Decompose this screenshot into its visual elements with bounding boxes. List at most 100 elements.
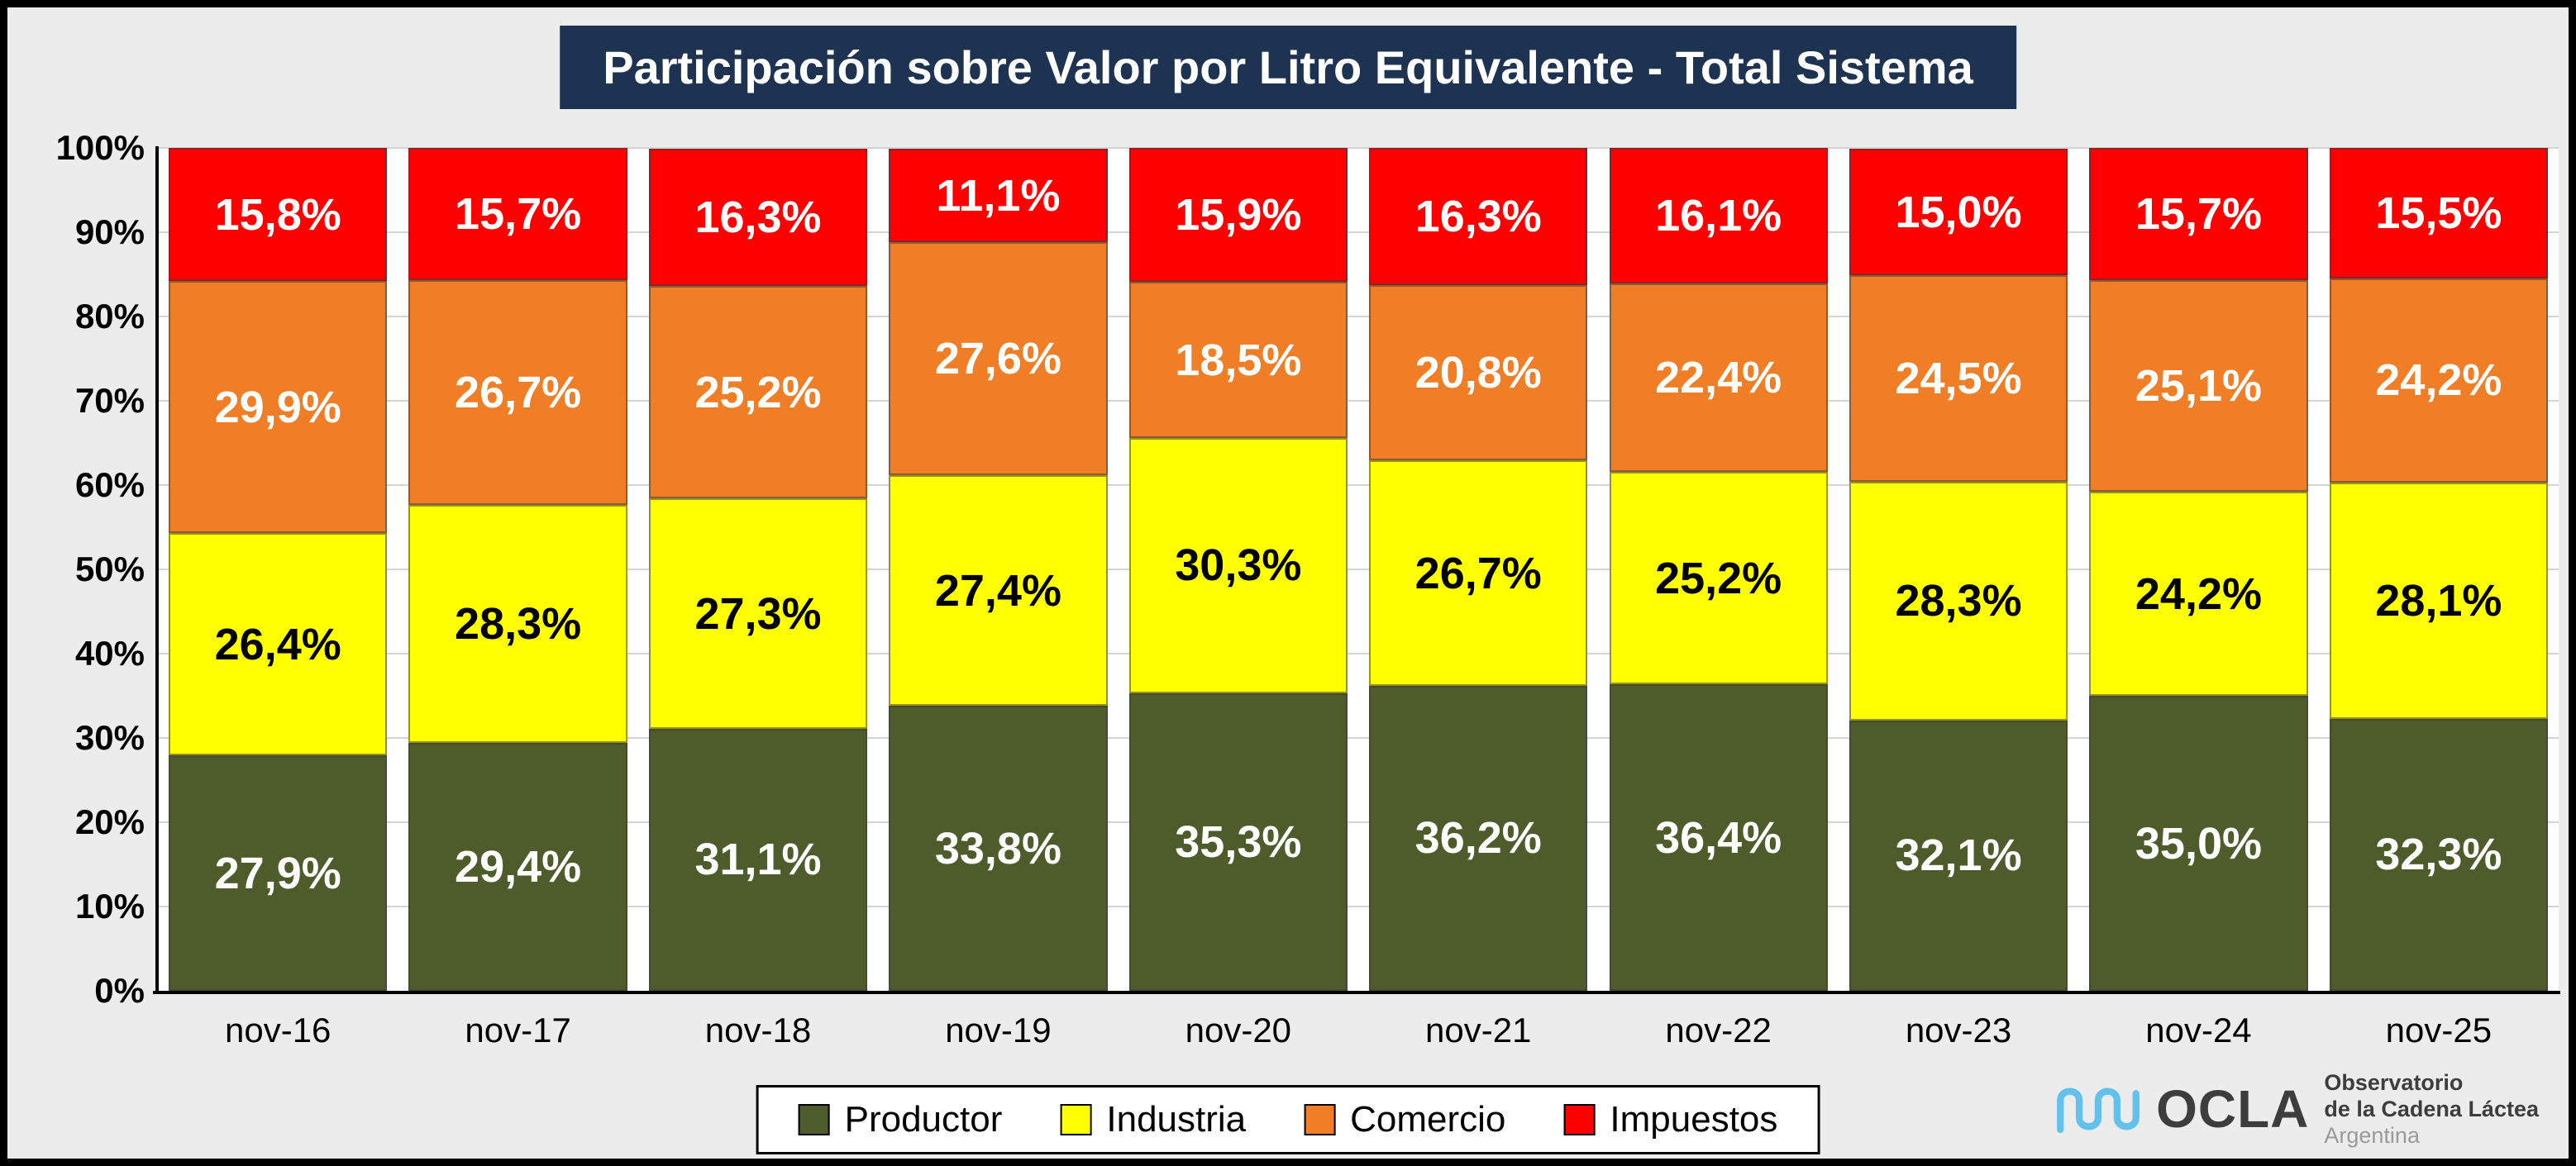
segment-productor-nov-20: 35,3%: [1128, 692, 1348, 991]
value-label: 26,7%: [1414, 548, 1542, 598]
value-label: 15,0%: [1895, 187, 2022, 237]
segment-industria-nov-16: 26,4%: [169, 533, 388, 756]
value-label: 15,7%: [2135, 189, 2262, 240]
bar-slot: 15,9% 18,5% 30,3% 35,3%: [1119, 148, 1358, 991]
value-label: 31,1%: [694, 835, 822, 885]
x-tick-label: nov-21: [1425, 1011, 1532, 1049]
segment-productor-nov-22: 36,4%: [1609, 684, 1828, 991]
segment-industria-nov-21: 26,7%: [1369, 460, 1588, 686]
stacked-bar-nov-17: 15,7% 26,7% 28,3% 29,4%: [408, 148, 627, 991]
stacked-bar-nov-18: 16,3% 25,2% 27,3% 31,1%: [648, 148, 868, 991]
stacked-bar-nov-25: 15,5% 24,2% 28,1% 32,3%: [2329, 148, 2548, 991]
segment-comercio-nov-17: 26,7%: [408, 279, 627, 506]
gridlines: [158, 147, 2559, 991]
value-label: 15,8%: [214, 189, 341, 240]
bar-slot: 16,3% 25,2% 27,3% 31,1%: [638, 148, 878, 991]
bar-slot: 16,1% 22,4% 25,2% 36,4%: [1598, 148, 1838, 991]
x-tick-label: nov-24: [2145, 1011, 2252, 1049]
gridline: [158, 231, 2559, 233]
gridline: [158, 400, 2559, 402]
segment-industria-nov-19: 27,4%: [889, 474, 1108, 707]
logo-description: Observatorio de la Cadena Láctea Argenti…: [2324, 1069, 2539, 1149]
segment-productor-nov-16: 27,9%: [169, 755, 388, 991]
legend-label: Comercio: [1350, 1099, 1506, 1140]
value-label: 26,4%: [214, 619, 341, 669]
segment-industria-nov-24: 24,2%: [2089, 492, 2308, 696]
segment-productor-nov-21: 36,2%: [1369, 685, 1588, 991]
segment-industria-nov-17: 28,3%: [408, 505, 627, 744]
y-tick-label: 40%: [74, 634, 145, 673]
logo-line1: Observatorio: [2324, 1070, 2464, 1095]
segment-impuestos-nov-24: 15,7%: [2089, 148, 2308, 281]
stacked-bar-nov-23: 15,0% 24,5% 28,3% 32,1%: [1849, 148, 2068, 991]
segment-impuestos-nov-19: 11,1%: [889, 149, 1108, 243]
bar-slot: 15,8% 29,9% 26,4% 27,9%: [158, 148, 398, 991]
value-label: 18,5%: [1175, 335, 1302, 385]
bar-slot: 11,1% 27,6% 27,4% 33,8%: [878, 148, 1118, 991]
x-tick-label: nov-22: [1665, 1011, 1772, 1049]
value-label: 25,2%: [694, 367, 822, 417]
value-label: 29,9%: [214, 382, 341, 432]
segment-impuestos-nov-25: 15,5%: [2329, 148, 2548, 278]
value-label: 24,5%: [1895, 353, 2022, 403]
value-label: 28,3%: [455, 599, 582, 650]
segment-impuestos-nov-21: 16,3%: [1369, 148, 1588, 286]
y-tick-label: 50%: [74, 550, 145, 588]
bar-slot: 15,5% 24,2% 28,1% 32,3%: [2319, 148, 2559, 991]
x-tick-label: nov-18: [704, 1011, 812, 1049]
legend-swatch: [1060, 1104, 1092, 1135]
segment-comercio-nov-16: 29,9%: [169, 281, 388, 534]
segment-comercio-nov-23: 24,5%: [1849, 275, 2068, 482]
value-label: 30,3%: [1175, 540, 1302, 591]
x-tick-label: nov-25: [2385, 1011, 2493, 1049]
x-tick-label: nov-19: [945, 1011, 1052, 1049]
logo-line2: de la Cadena Láctea: [2324, 1097, 2539, 1121]
value-label: 27,9%: [214, 848, 341, 898]
stacked-bar-nov-16: 15,8% 29,9% 26,4% 27,9%: [169, 148, 388, 991]
value-label: 32,1%: [1895, 830, 2022, 881]
legend-label: Industria: [1106, 1099, 1247, 1140]
segment-comercio-nov-20: 18,5%: [1128, 282, 1348, 438]
segment-impuestos-nov-17: 15,7%: [408, 148, 627, 280]
y-tick-label: 80%: [74, 297, 145, 336]
value-label: 16,3%: [1414, 192, 1542, 242]
y-tick-label: 70%: [74, 381, 145, 420]
segment-impuestos-nov-18: 16,3%: [648, 149, 868, 287]
segment-impuestos-nov-23: 15,0%: [1849, 149, 2068, 276]
y-tick-label: 60%: [74, 465, 145, 504]
x-tick-label: nov-17: [465, 1011, 571, 1049]
segment-industria-nov-22: 25,2%: [1609, 472, 1828, 685]
segment-impuestos-nov-22: 16,1%: [1609, 148, 1828, 284]
segment-industria-nov-18: 27,3%: [648, 498, 868, 729]
value-label: 25,2%: [1655, 553, 1782, 603]
legend: Productor Industria Comercio Impuestos: [756, 1085, 1820, 1154]
segment-productor-nov-24: 35,0%: [2089, 696, 2308, 991]
segment-impuestos-nov-20: 15,9%: [1128, 148, 1348, 283]
x-axis-labels: nov-16 nov-17 nov-18 nov-19 nov-20 nov-21 nov-…: [158, 1011, 2559, 1050]
legend-label: Productor: [844, 1099, 1003, 1140]
value-label: 27,3%: [694, 588, 822, 639]
gridline: [158, 821, 2559, 823]
stacked-bar-nov-19: 11,1% 27,6% 27,4% 33,8%: [889, 148, 1108, 991]
bar-slot: 15,0% 24,5% 28,3% 32,1%: [1839, 148, 2078, 991]
segment-productor-nov-19: 33,8%: [889, 706, 1108, 991]
value-label: 20,8%: [1414, 348, 1542, 398]
value-label: 33,8%: [934, 823, 1061, 873]
y-tick-label: 20%: [74, 802, 145, 841]
value-label: 15,7%: [455, 189, 582, 239]
value-label: 28,1%: [2375, 575, 2502, 626]
segment-productor-nov-23: 32,1%: [1849, 720, 2068, 991]
value-label: 15,5%: [2375, 188, 2502, 238]
gridline: [158, 484, 2559, 486]
value-label: 22,4%: [1655, 353, 1782, 403]
segment-productor-nov-18: 31,1%: [648, 728, 868, 991]
segment-comercio-nov-24: 25,1%: [2089, 280, 2308, 493]
gridline: [158, 653, 2559, 654]
value-label: 16,1%: [1655, 191, 1782, 241]
gridline: [158, 147, 2559, 149]
bars-container: 15,8% 29,9% 26,4% 27,9% 15,7% 26,7% 28,3% 29,4%…: [158, 148, 2559, 991]
x-axis-line: [153, 991, 2560, 994]
gridline: [158, 906, 2559, 907]
legend-label: Impuestos: [1610, 1099, 1778, 1140]
